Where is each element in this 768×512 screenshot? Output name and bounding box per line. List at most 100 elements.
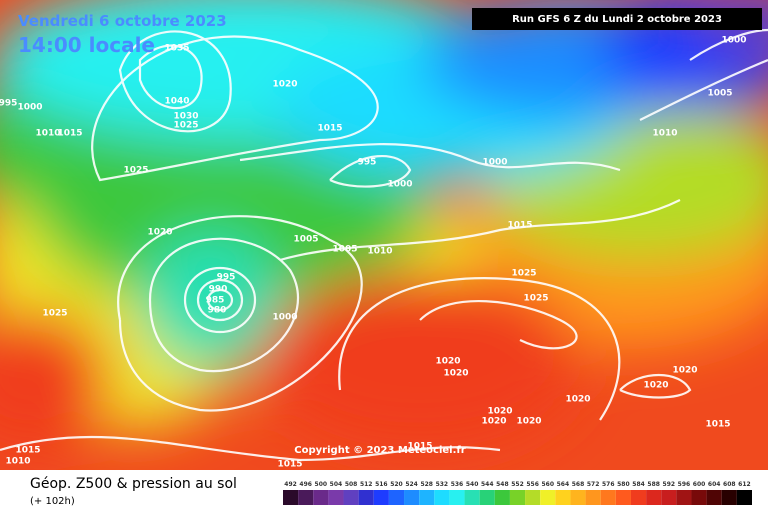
- isobar-label: 1000: [272, 313, 297, 323]
- isobar-label: 1010: [35, 129, 60, 139]
- isobar-label: 1025: [523, 294, 548, 304]
- isobar-label: 1010: [5, 457, 30, 467]
- scale-swatch: [313, 490, 329, 505]
- scale-swatch: [494, 490, 510, 505]
- run-info: Run GFS 6 Z du Lundi 2 octobre 2023: [512, 14, 722, 25]
- scale-swatch: [676, 490, 692, 505]
- isobar-label: 1035: [164, 44, 189, 54]
- scale-label: 564: [557, 481, 570, 488]
- isobar-label: 1020: [672, 366, 697, 376]
- isobar-label: 1015: [407, 442, 432, 452]
- isobar-label: 1025: [42, 309, 67, 319]
- isobar-label: 1015: [507, 221, 532, 231]
- scale-swatch: [706, 490, 722, 505]
- isobar-label: 1030: [173, 112, 198, 122]
- scale-swatch: [691, 490, 707, 505]
- scale-label: 536: [451, 481, 464, 488]
- isobar-label: 990: [209, 285, 228, 295]
- isobar-label: 1020: [643, 381, 668, 391]
- isobar-label: 985: [206, 296, 225, 306]
- scale-label: 524: [405, 481, 418, 488]
- scale-swatch: [525, 490, 541, 505]
- scale-swatch: [388, 490, 405, 505]
- scale-label: 544: [481, 481, 494, 488]
- isobar-label: 1020: [272, 80, 297, 90]
- scale-label: 592: [663, 481, 676, 488]
- isobar-label: 1025: [511, 269, 536, 279]
- scale-label: 576: [602, 481, 615, 488]
- scale-label: 556: [526, 481, 539, 488]
- isobar-label: 1015: [705, 420, 730, 430]
- isobar-label: 1020: [565, 395, 590, 405]
- isobar-label: 980: [208, 306, 227, 316]
- scale-swatch: [479, 490, 495, 505]
- isobar-label: 1020: [481, 417, 506, 427]
- scale-swatch: [721, 490, 737, 505]
- scale-label: 612: [738, 481, 751, 488]
- isobars: [0, 28, 768, 462]
- scale-label: 580: [617, 481, 630, 488]
- isobar-label: 1040: [164, 97, 189, 107]
- scale-swatch: [434, 490, 450, 505]
- scale-swatch: [555, 490, 571, 505]
- isobar-label: 1015: [57, 129, 82, 139]
- isobar-label: 995: [358, 158, 377, 168]
- lead-time: (+ 102h): [30, 496, 75, 507]
- scale-label: 528: [420, 481, 433, 488]
- scale-label: 520: [390, 481, 403, 488]
- footer-title: Géop. Z500 & pression au sol: [30, 476, 237, 492]
- local-time: 14:00 locale: [18, 33, 155, 57]
- isobar-label: 1020: [147, 228, 172, 238]
- scale-swatch: [570, 490, 586, 505]
- scale-swatch: [540, 490, 556, 505]
- color-scale: 492 496 500 504 508 512 516 520 524 528 532 536 540 5…: [283, 481, 752, 505]
- isobar-label: 1015: [15, 446, 40, 456]
- scale-label: 492: [284, 481, 297, 488]
- scale-label: 540: [466, 481, 479, 488]
- isobar-label: 1005: [293, 235, 318, 245]
- scale-label: 584: [632, 481, 645, 488]
- scale-label: 500: [315, 481, 328, 488]
- isobar-label: 1005: [707, 89, 732, 99]
- scale-swatch: [661, 490, 677, 505]
- isobar-label: 1000: [482, 158, 507, 168]
- scale-swatch: [419, 490, 435, 505]
- copyright: Copyright © 2023 Meteociel.fr: [294, 445, 465, 456]
- scale-label: 568: [572, 481, 585, 488]
- scale-label: 496: [299, 481, 312, 488]
- isobar-label: 1000: [387, 180, 412, 190]
- isobar-label: 1015: [277, 460, 302, 470]
- scale-swatch: [630, 490, 647, 505]
- scale-swatch: [449, 490, 465, 505]
- scale-swatch: [585, 490, 601, 505]
- scale-swatch: [646, 490, 662, 505]
- scale-label: 600: [693, 481, 706, 488]
- scale-swatch: [736, 490, 752, 505]
- run-box: [472, 8, 762, 30]
- scale-swatch: [615, 490, 631, 505]
- scale-label: 512: [360, 481, 373, 488]
- scale-swatch: [358, 490, 374, 505]
- isobar-label: 1020: [443, 369, 468, 379]
- scale-label: 548: [496, 481, 509, 488]
- scale-label: 532: [436, 481, 449, 488]
- isobar-label: 1020: [487, 407, 512, 417]
- scale-swatch: [509, 490, 526, 505]
- scale-swatch: [600, 490, 616, 505]
- isobar-label: 1025: [123, 166, 148, 176]
- scale-label: 516: [375, 481, 388, 488]
- field: [0, 0, 768, 470]
- isobar-label: 1000: [721, 36, 746, 46]
- scale-label: 572: [587, 481, 600, 488]
- scale-swatch: [404, 490, 420, 505]
- scale-swatch: [283, 490, 299, 505]
- isobar-label: 1025: [173, 121, 198, 131]
- scale-swatch: [464, 490, 480, 505]
- scale-label: 560: [541, 481, 554, 488]
- scale-label: 596: [678, 481, 691, 488]
- scale-swatch: [328, 490, 344, 505]
- isobar-label: 1010: [652, 129, 677, 139]
- valid-date: Vendredi 6 octobre 2023: [18, 12, 227, 30]
- isobar-label: 995: [0, 99, 17, 109]
